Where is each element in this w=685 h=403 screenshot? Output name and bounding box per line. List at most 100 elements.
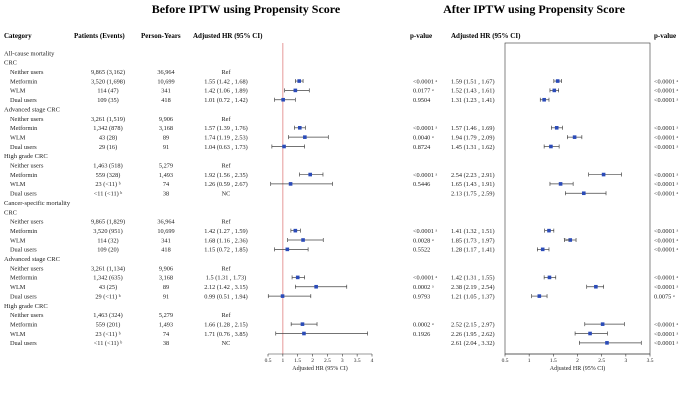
after-hr-estimate bbox=[549, 88, 560, 93]
row-label: Dual users bbox=[10, 97, 37, 104]
person-years: 418 bbox=[161, 247, 170, 254]
before-hr-text: 1.01 (0.72 , 1.42) bbox=[204, 97, 248, 104]
after-hr-text: 1.45 (1.31 , 1.62) bbox=[451, 144, 495, 151]
person-years: 74 bbox=[163, 331, 170, 338]
patients-events: 9,865 (3,162) bbox=[91, 69, 125, 76]
after-hr-text: 1.59 (1.51 , 1.67) bbox=[451, 78, 495, 85]
before-hr-point bbox=[280, 294, 285, 298]
after-p-value: 0.0075 ᵃ bbox=[654, 293, 675, 300]
before-hr-estimate bbox=[290, 322, 318, 327]
before-x-axis-label: Adjusted HR (95% CI) bbox=[292, 365, 348, 372]
table-row: WLM 43 (28) 89 1.74 (1.19 , 2.53) 0.0040 ᵃ 1.… bbox=[10, 134, 678, 141]
before-hr-estimate bbox=[299, 172, 324, 177]
after-hr-text: 1.42 (1.31 , 1.55) bbox=[451, 275, 495, 282]
after-x-tick-label: 3 bbox=[624, 358, 627, 364]
after-hr-estimate bbox=[543, 144, 560, 149]
before-forest-plot: 0.5 1 1.5 2 2.5 3 3.5 4 Adjusted HR (95% CI) bbox=[265, 43, 374, 372]
before-p-value: 0.5446 bbox=[413, 181, 430, 188]
section-heading: Advanced stage CRC bbox=[4, 106, 60, 113]
section-heading: All-cause mortality bbox=[4, 50, 55, 57]
before-p-value: <0.0001 ᵃ bbox=[413, 228, 437, 235]
after-hr-point bbox=[540, 247, 545, 252]
before-hr-text: 1.15 (0.72 , 1.85) bbox=[204, 247, 248, 254]
person-years: 36,964 bbox=[157, 69, 175, 76]
after-hr-point bbox=[537, 294, 542, 298]
table-row: Metformin 1,342 (635) 3,168 1.5 (1.31 , 1.7… bbox=[10, 275, 678, 282]
after-hr-text: 1.21 (1.05 , 1.37) bbox=[451, 293, 495, 300]
titles: Before IPTW using Propensity Score After… bbox=[152, 2, 626, 16]
person-years: 91 bbox=[163, 293, 169, 300]
person-years: 89 bbox=[163, 284, 169, 291]
patients-events: 1,342 (635) bbox=[93, 275, 122, 282]
after-p-value: <0.0001 ᵃ bbox=[654, 331, 678, 338]
before-hr-point bbox=[288, 182, 293, 186]
patients-events: 114 (32) bbox=[97, 237, 118, 244]
person-years: 1,493 bbox=[159, 172, 173, 179]
after-forest-plot: 0.5 1 1.5 2 2.5 3 3.5 Adjusted HR (95% CI) bbox=[502, 42, 654, 372]
before-hr-point bbox=[282, 144, 286, 149]
after-plot-frame bbox=[504, 42, 651, 355]
before-hr-text: Ref bbox=[221, 265, 231, 272]
before-hr-text: 1.71 (0.76 , 3.85) bbox=[204, 331, 248, 338]
before-hr-point bbox=[308, 172, 312, 177]
after-p-value: <0.0001 ᵃ bbox=[654, 284, 678, 291]
person-years: 91 bbox=[163, 144, 169, 151]
before-hr-text: 1.68 (1.16 , 2.36) bbox=[204, 237, 248, 244]
before-x-tick-label: 2.5 bbox=[324, 358, 331, 364]
before-hr-estimate bbox=[274, 97, 296, 102]
before-p-value: <0.0001 ᵃ bbox=[413, 275, 437, 282]
person-years: 36,964 bbox=[157, 219, 175, 226]
person-years: 10,699 bbox=[157, 78, 174, 85]
before-hr-estimate bbox=[274, 247, 309, 252]
before-p-value: 0.0002 ᵃ bbox=[413, 321, 434, 328]
patients-events: 109 (35) bbox=[97, 97, 119, 104]
before-p-value: 0.5522 bbox=[413, 247, 430, 254]
after-hr-estimate bbox=[579, 340, 642, 345]
after-x-tick-label: 1 bbox=[528, 358, 531, 364]
before-hr-text: 1.42 (1.27 , 1.59) bbox=[204, 228, 248, 235]
person-years: 3,168 bbox=[159, 125, 173, 132]
after-p-value: <0.0001 ᵃ bbox=[654, 172, 678, 179]
after-p-value: <0.0001 ᵃ bbox=[654, 237, 678, 244]
after-hr-text: 1.57 (1.46 , 1.69) bbox=[451, 125, 495, 132]
person-years: 38 bbox=[163, 191, 169, 198]
test-annotation: Test bbox=[564, 237, 571, 242]
table-row: Neither users 9,865 (3,162) 36,964 Ref bbox=[10, 69, 231, 76]
before-hr-text: Ref bbox=[221, 163, 231, 170]
row-label: WLM bbox=[10, 284, 26, 291]
after-x-axis-label: Adjusted HR (95% CI) bbox=[550, 365, 606, 372]
before-x-tick-label: 1 bbox=[281, 358, 284, 364]
before-p-value: 0.1926 bbox=[413, 331, 430, 338]
before-hr-estimate bbox=[294, 284, 348, 289]
after-p-value: <0.0001 ᵃ bbox=[654, 78, 678, 85]
after-hr-point bbox=[558, 182, 563, 186]
before-hr-point bbox=[295, 275, 300, 280]
table-row: WLM 23 (<11) ᵇ 74 1.26 (0.59 , 2.67) 0.5446 1… bbox=[10, 181, 678, 188]
before-p-value: 0.9793 bbox=[413, 293, 430, 300]
row-label: WLM bbox=[10, 88, 26, 95]
after-hr-text: 1.41 (1.32 , 1.51) bbox=[451, 228, 495, 235]
after-hr-estimate bbox=[549, 181, 574, 186]
row-label: Neither users bbox=[10, 219, 44, 226]
row-label: Neither users bbox=[10, 163, 44, 170]
after-p-value: <0.0001 ᵃ bbox=[654, 191, 678, 198]
column-headers: Category Patients (Events) Person-Years … bbox=[4, 32, 676, 40]
section-heading: High grade CRC bbox=[4, 303, 48, 310]
person-years: 74 bbox=[163, 181, 170, 188]
after-p-value: <0.0001 ᵃ bbox=[654, 125, 678, 132]
header-person-years: Person-Years bbox=[141, 32, 181, 40]
patients-events: 43 (25) bbox=[99, 284, 117, 291]
table-row: Neither users 1,463 (518) 5,279 Ref bbox=[10, 163, 231, 170]
person-years: 5,279 bbox=[159, 163, 173, 170]
before-hr-estimate bbox=[288, 135, 329, 140]
after-p-value: <0.0001 ᵃ bbox=[654, 144, 678, 151]
after-x-tick-label: 3.5 bbox=[647, 358, 654, 364]
after-x-tick-label: 1.5 bbox=[550, 358, 557, 364]
after-hr-point bbox=[600, 322, 605, 326]
before-hr-text: 1.04 (0.63 , 1.73) bbox=[204, 144, 248, 151]
table-row: WLM 23 (<11) ᵇ 74 1.71 (0.76 , 3.85) 0.1926 2… bbox=[10, 331, 678, 338]
after-hr-point bbox=[547, 228, 551, 233]
before-p-value: 0.0040 ᵃ bbox=[413, 134, 434, 141]
before-hr-text: 1.26 (0.59 , 2.67) bbox=[204, 181, 248, 188]
